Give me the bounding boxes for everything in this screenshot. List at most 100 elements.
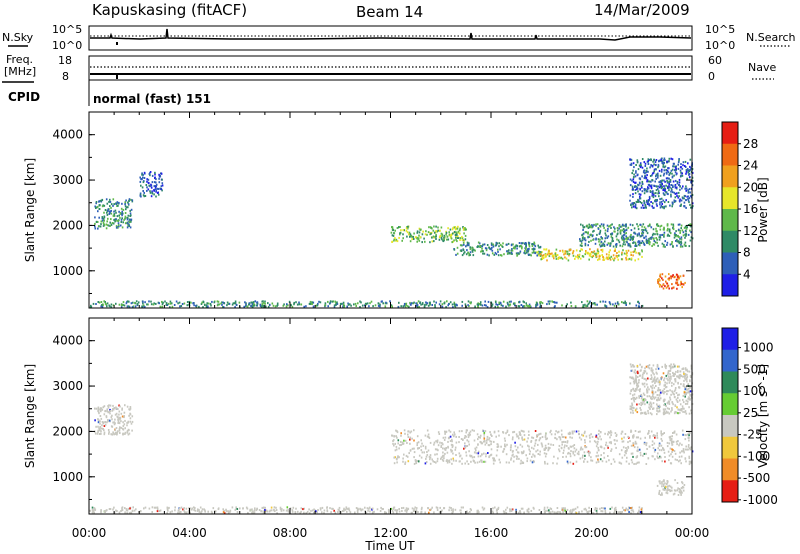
power-cell bbox=[429, 241, 431, 244]
power-cell bbox=[97, 210, 99, 213]
power-cell bbox=[641, 183, 644, 185]
velocity-cell bbox=[586, 511, 588, 513]
velocity-cell bbox=[658, 443, 661, 446]
velocity-cell bbox=[550, 433, 553, 436]
velocity-cell bbox=[633, 389, 636, 392]
power-cell bbox=[684, 244, 687, 247]
power-cell bbox=[672, 274, 674, 277]
power-cell bbox=[588, 254, 591, 257]
velocity-cell bbox=[597, 438, 600, 440]
velocity-cell bbox=[449, 435, 452, 438]
velocity-cell bbox=[420, 510, 423, 513]
velocity-cell bbox=[441, 442, 443, 444]
power-cell bbox=[456, 240, 458, 243]
power-cell bbox=[628, 244, 630, 247]
velocity-cell bbox=[528, 448, 530, 451]
velocity-cell bbox=[603, 447, 606, 450]
power-cell bbox=[632, 205, 635, 208]
velocity-cell bbox=[516, 457, 518, 460]
velocity-cell bbox=[444, 452, 446, 455]
velocity-cell bbox=[131, 429, 133, 432]
power-cell bbox=[650, 236, 653, 239]
power-cell bbox=[296, 303, 299, 306]
velocity-cell bbox=[460, 512, 462, 514]
power-cell bbox=[634, 245, 636, 247]
velocity-cell bbox=[681, 486, 684, 488]
velocity-cell bbox=[109, 404, 112, 407]
velocity-cell bbox=[448, 506, 451, 509]
velocity-cell bbox=[112, 408, 114, 410]
power-cell bbox=[246, 305, 249, 308]
power-cell bbox=[155, 195, 157, 198]
power-cell bbox=[671, 184, 674, 187]
power-cell bbox=[482, 243, 484, 246]
velocity-cell bbox=[527, 507, 530, 510]
power-cell bbox=[652, 171, 655, 174]
velocity-colorbar-frame bbox=[721, 327, 739, 503]
velocity-cell bbox=[89, 509, 91, 512]
power-cell bbox=[210, 304, 212, 307]
velocity-cell bbox=[686, 402, 689, 405]
power-cell bbox=[108, 212, 111, 215]
velocity-cell bbox=[504, 439, 506, 442]
power-cell bbox=[531, 245, 534, 247]
power-cell bbox=[529, 305, 531, 308]
power-cell bbox=[666, 234, 669, 237]
velocity-cell bbox=[651, 391, 654, 394]
velocity-cell bbox=[674, 387, 677, 389]
velocity-cell bbox=[674, 388, 677, 391]
power-cell bbox=[491, 304, 493, 307]
power-cell bbox=[630, 233, 632, 236]
velocity-cell bbox=[670, 440, 673, 443]
velocity-cell bbox=[448, 429, 450, 432]
power-cell bbox=[674, 234, 677, 237]
power-cell bbox=[659, 206, 662, 209]
velocity-cell bbox=[397, 439, 400, 442]
power-cell bbox=[646, 201, 648, 204]
velocity-cell bbox=[442, 443, 444, 446]
power-cell bbox=[193, 304, 195, 307]
power-cell bbox=[423, 237, 425, 240]
power-cell bbox=[584, 242, 587, 245]
power-cell bbox=[424, 233, 427, 236]
power-cell bbox=[463, 251, 466, 254]
power-cell bbox=[113, 213, 116, 216]
power-cell bbox=[668, 230, 671, 233]
velocity-cell bbox=[545, 447, 548, 450]
velocity-cell bbox=[503, 437, 506, 440]
power-cell bbox=[632, 180, 635, 183]
power-cell bbox=[494, 251, 497, 254]
power-cell bbox=[675, 278, 678, 281]
power-cell bbox=[408, 231, 411, 234]
power-cell bbox=[100, 223, 102, 226]
power-cell bbox=[216, 300, 219, 303]
power-cell bbox=[391, 305, 393, 308]
velocity-cell bbox=[650, 374, 653, 377]
power-cell bbox=[622, 249, 624, 252]
velocity-cell bbox=[499, 461, 501, 464]
velocity-cell bbox=[505, 453, 508, 456]
power-cell bbox=[627, 237, 630, 240]
power-cell bbox=[528, 242, 531, 245]
velocity-cell bbox=[636, 446, 639, 449]
power-cell bbox=[609, 249, 611, 252]
velocity-cell bbox=[513, 430, 516, 433]
power-cell bbox=[399, 233, 401, 236]
velocity-cell bbox=[637, 372, 639, 375]
velocity-cell bbox=[668, 403, 671, 405]
velocity-cell bbox=[686, 370, 689, 373]
velocity-cell bbox=[561, 441, 563, 444]
power-cell bbox=[656, 174, 659, 177]
power-cell bbox=[579, 250, 581, 253]
velocity-cell bbox=[682, 398, 684, 401]
power-cell bbox=[621, 253, 623, 256]
power-cell bbox=[379, 303, 381, 306]
velocity-cell bbox=[657, 407, 659, 409]
power-cell bbox=[625, 232, 627, 235]
power-cell bbox=[452, 226, 454, 229]
velocity-cell bbox=[658, 404, 661, 407]
power-cell bbox=[656, 223, 658, 226]
velocity-cell bbox=[639, 430, 641, 433]
power-cell bbox=[676, 240, 679, 243]
velocity-cell bbox=[530, 509, 533, 512]
